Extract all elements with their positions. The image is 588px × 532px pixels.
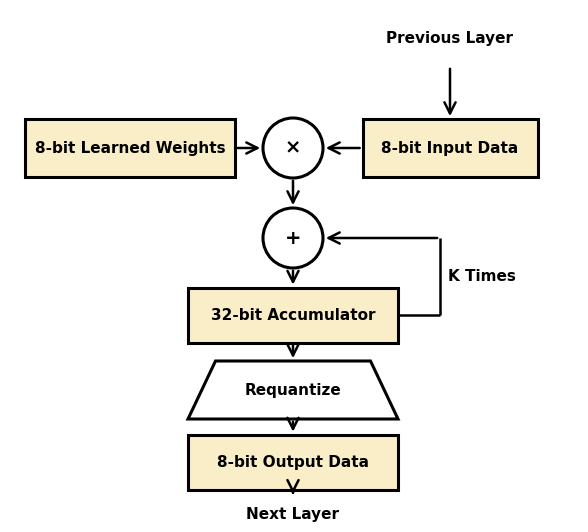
Bar [362,119,537,177]
Polygon shape [188,361,398,419]
Text: K Times: K Times [448,269,516,284]
Text: Requantize: Requantize [245,383,342,397]
Text: 8-bit Input Data: 8-bit Input Data [382,140,519,155]
Text: 32-bit Accumulator: 32-bit Accumulator [211,307,375,322]
Circle shape [263,118,323,178]
Text: Previous Layer: Previous Layer [386,30,513,46]
Text: +: + [285,229,301,247]
Circle shape [263,208,323,268]
Text: 8-bit Output Data: 8-bit Output Data [217,454,369,470]
Text: 8-bit Learned Weights: 8-bit Learned Weights [35,140,225,155]
Bar [188,435,398,489]
Text: ×: × [285,138,301,157]
Bar [188,287,398,343]
Bar [25,119,235,177]
Text: Next Layer: Next Layer [246,506,339,521]
